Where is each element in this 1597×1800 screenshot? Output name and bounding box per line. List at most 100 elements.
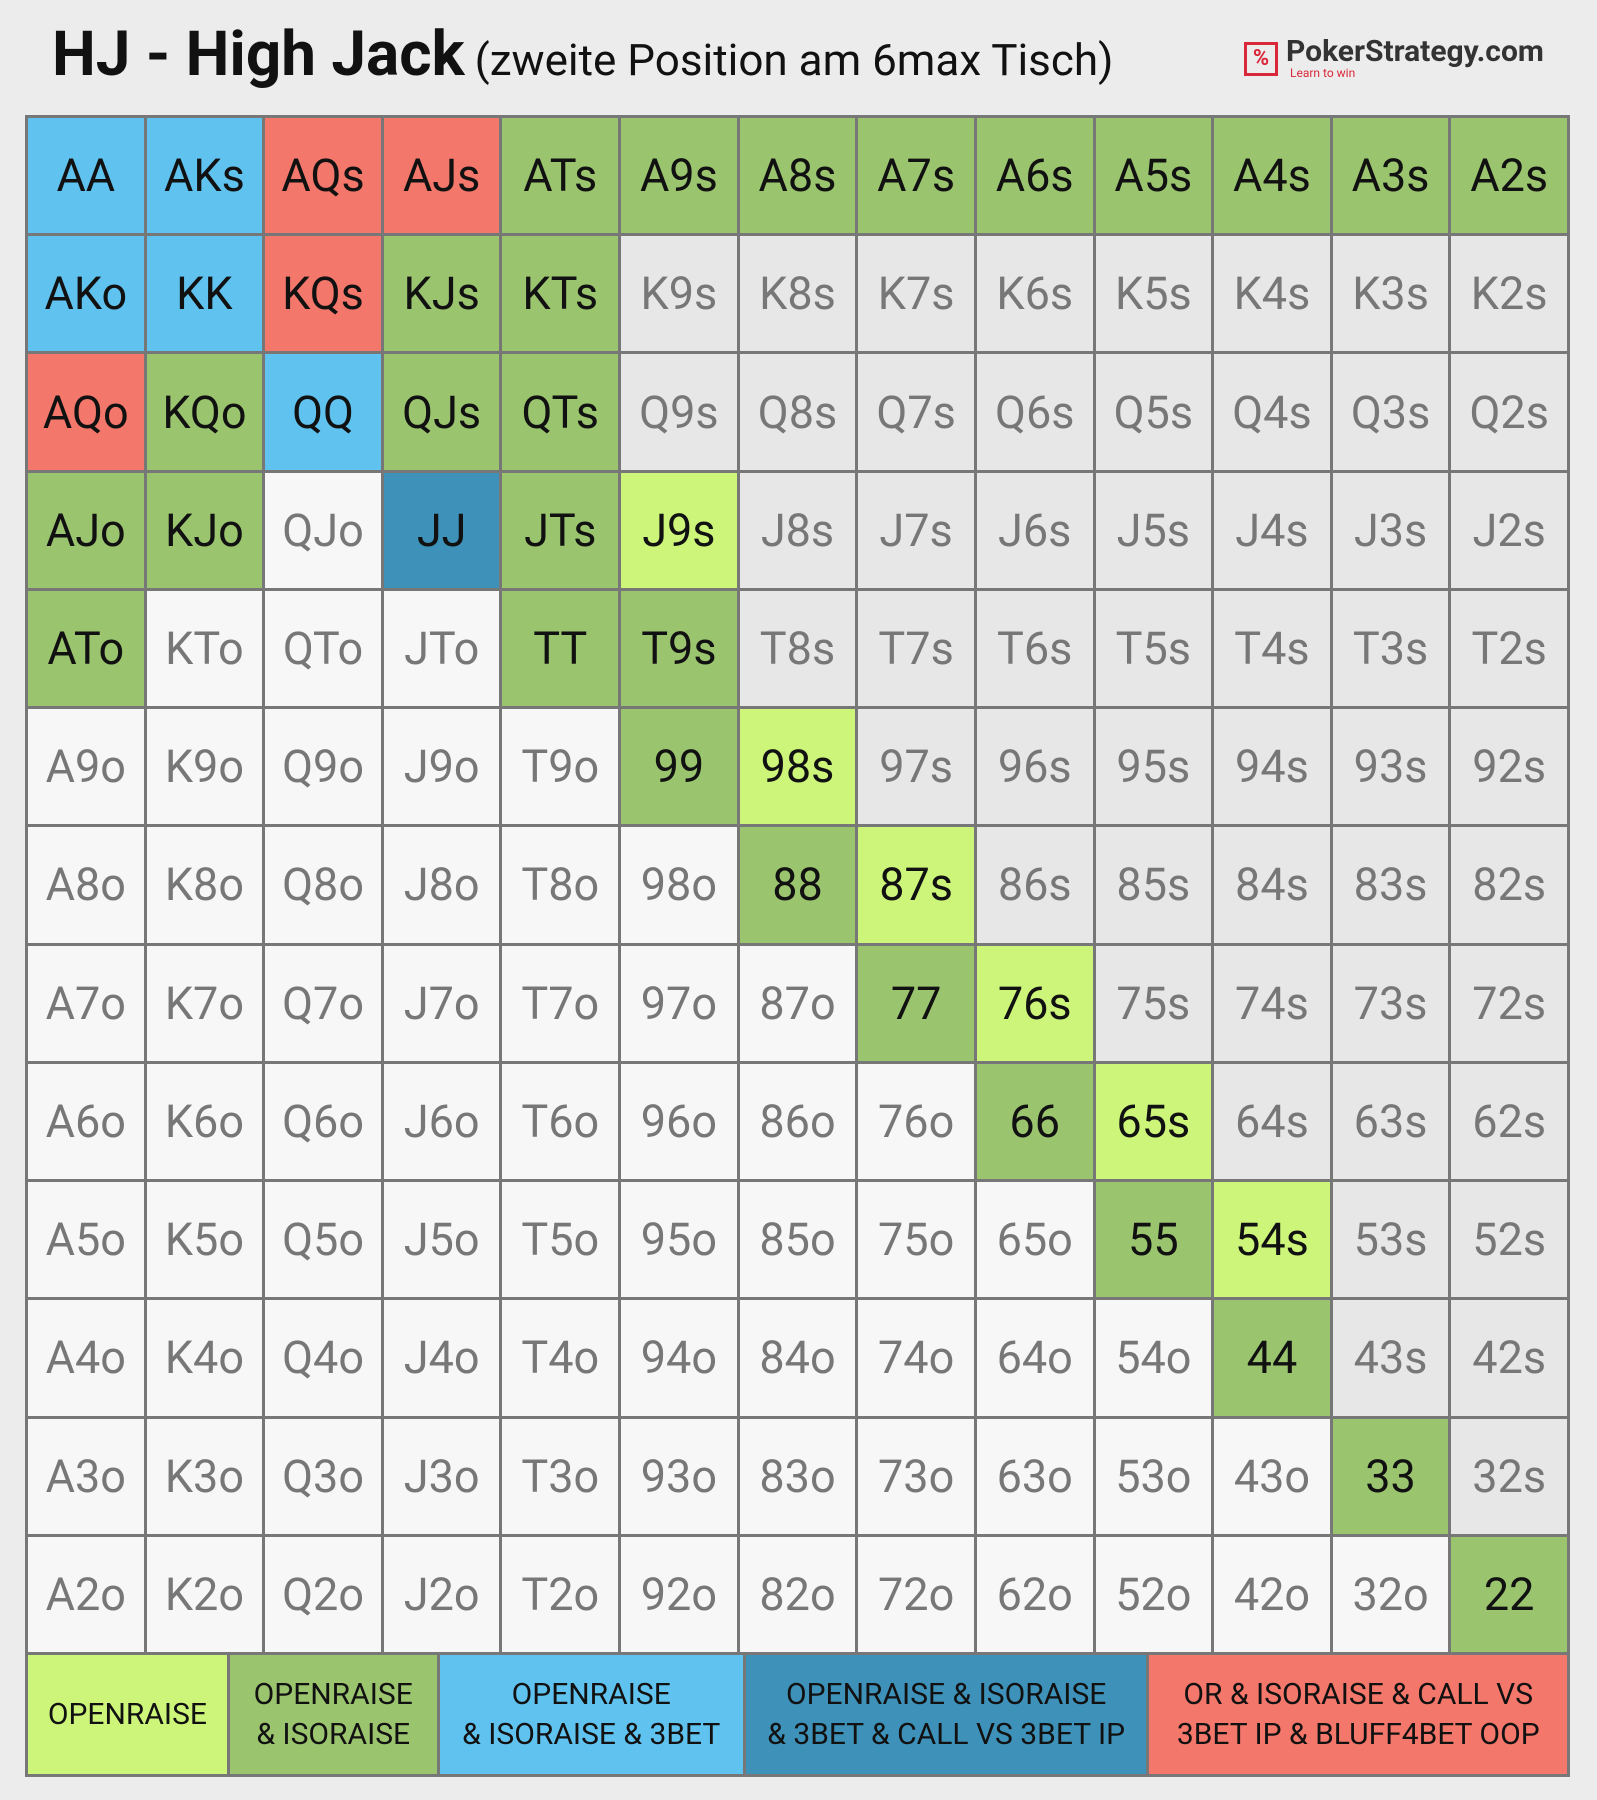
hand-cell: 63o <box>976 1418 1093 1534</box>
hand-cell: A6o <box>28 1063 144 1180</box>
hand-cell: T7s <box>858 590 974 707</box>
hand-cell: 54s <box>1214 1182 1330 1298</box>
subtitle: (zweite Position am 6max Tisch) <box>474 34 1114 86</box>
hand-cell: T9s <box>621 590 737 707</box>
hand-cell: A3s <box>1332 118 1449 234</box>
hand-cell: 98s <box>739 709 856 825</box>
hand-cell: J4o <box>383 1300 500 1416</box>
hand-cell: 74s <box>1214 945 1330 1061</box>
hand-cell: T2s <box>1451 590 1567 707</box>
hand-cell: 88 <box>739 827 856 943</box>
hand-cell: T5o <box>502 1182 619 1298</box>
hand-cell: 93s <box>1332 709 1449 825</box>
legend-label: OPENRAISE <box>511 1676 671 1712</box>
hand-cell: KQs <box>265 236 381 352</box>
hand-cell: 94s <box>1214 709 1330 825</box>
legend-label: & 3BET & CALL VS 3BET IP <box>767 1716 1126 1752</box>
hand-cell: K2o <box>146 1536 263 1652</box>
hand-cell: 22 <box>1451 1536 1567 1652</box>
hand-cell: QTo <box>265 590 381 707</box>
hand-cell: 53o <box>1095 1418 1212 1534</box>
hand-cell: 82o <box>739 1536 856 1652</box>
hand-cell: Q7o <box>265 945 381 1061</box>
hand-cell: A9o <box>28 709 144 825</box>
hand-cell: 74o <box>858 1300 974 1416</box>
hand-cell: A4o <box>28 1300 144 1416</box>
hand-cell: Q6o <box>265 1063 381 1180</box>
hand-cell: KJo <box>146 472 263 588</box>
title: HJ - High Jack <box>52 18 465 91</box>
hand-cell: 92o <box>621 1536 737 1652</box>
hand-cell: QJs <box>383 354 500 470</box>
hand-cell: 86o <box>739 1063 856 1180</box>
hand-cell: K7s <box>858 236 974 352</box>
hand-cell: 64o <box>976 1300 1093 1416</box>
hand-cell: 85s <box>1095 827 1212 943</box>
hand-cell: A7o <box>28 945 144 1061</box>
hand-cell: T3s <box>1332 590 1449 707</box>
hand-cell: 96s <box>976 709 1093 825</box>
hand-cell: Q8s <box>739 354 856 470</box>
hand-cell: Q8o <box>265 827 381 943</box>
hand-cell: 97o <box>621 945 737 1061</box>
logo-icon: % <box>1244 42 1278 76</box>
hand-cell: A2o <box>28 1536 144 1652</box>
hand-cell: JJ <box>383 472 500 588</box>
logo-tagline: Learn to win <box>1290 66 1356 80</box>
hand-cell: T4s <box>1214 590 1330 707</box>
legend-label: OPENRAISE <box>253 1676 413 1712</box>
hand-cell: 64s <box>1214 1063 1330 1180</box>
hand-cell: J7s <box>858 472 974 588</box>
legend-item: OPENRAISE <box>28 1655 227 1774</box>
hand-cell: K2s <box>1451 236 1567 352</box>
hand-cell: ATs <box>502 118 619 234</box>
hand-cell: 98o <box>621 827 737 943</box>
hand-cell: 52o <box>1095 1536 1212 1652</box>
hand-cell: Q9s <box>621 354 737 470</box>
hand-cell: 32s <box>1451 1418 1567 1534</box>
hand-cell: 44 <box>1214 1300 1330 1416</box>
hand-cell: 54o <box>1095 1300 1212 1416</box>
legend-item: OPENRAISE & ISORAISE & 3BET <box>439 1655 743 1774</box>
hand-cell: 85o <box>739 1182 856 1298</box>
hand-cell: J8s <box>739 472 856 588</box>
hand-cell: J8o <box>383 827 500 943</box>
hand-cell: A5o <box>28 1182 144 1298</box>
hand-cell: QJo <box>265 472 381 588</box>
hand-cell: 76s <box>976 945 1093 1061</box>
legend-label: 3BET IP & BLUFF4BET OOP <box>1176 1716 1540 1752</box>
logo-name: PokerStrategy.com <box>1286 34 1544 69</box>
hand-cell: K4s <box>1214 236 1330 352</box>
hand-cell: TT <box>502 590 619 707</box>
hand-cell: 75o <box>858 1182 974 1298</box>
hand-cell: Q2o <box>265 1536 381 1652</box>
hand-cell: 52s <box>1451 1182 1567 1298</box>
hand-cell: 72s <box>1451 945 1567 1061</box>
hand-cell: 96o <box>621 1063 737 1180</box>
hand-cell: J2o <box>383 1536 500 1652</box>
hand-cell: KTo <box>146 590 263 707</box>
hand-cell: JTs <box>502 472 619 588</box>
hand-cell: Q4s <box>1214 354 1330 470</box>
legend-label: & ISORAISE & 3BET <box>462 1716 721 1752</box>
hand-cell: 63s <box>1332 1063 1449 1180</box>
hand-cell: 43o <box>1214 1418 1330 1534</box>
hand-cell: 65o <box>976 1182 1093 1298</box>
hand-cell: 75s <box>1095 945 1212 1061</box>
hand-cell: 93o <box>621 1418 737 1534</box>
hand-cell: A3o <box>28 1418 144 1534</box>
legend-label: OR & ISORAISE & CALL VS <box>1183 1676 1534 1712</box>
hand-cell: 55 <box>1095 1182 1212 1298</box>
hand-cell: A2s <box>1451 118 1567 234</box>
hand-cell: A8s <box>739 118 856 234</box>
hand-cell: 84o <box>739 1300 856 1416</box>
hand-cell: Q5s <box>1095 354 1212 470</box>
hand-cell: 66 <box>976 1063 1093 1180</box>
hand-cell: K9o <box>146 709 263 825</box>
hand-cell: AQs <box>265 118 381 234</box>
hand-cell: 62s <box>1451 1063 1567 1180</box>
hand-cell: 73s <box>1332 945 1449 1061</box>
hand-cell: AKs <box>146 118 263 234</box>
hand-cell: T3o <box>502 1418 619 1534</box>
hand-cell: AA <box>28 118 144 234</box>
